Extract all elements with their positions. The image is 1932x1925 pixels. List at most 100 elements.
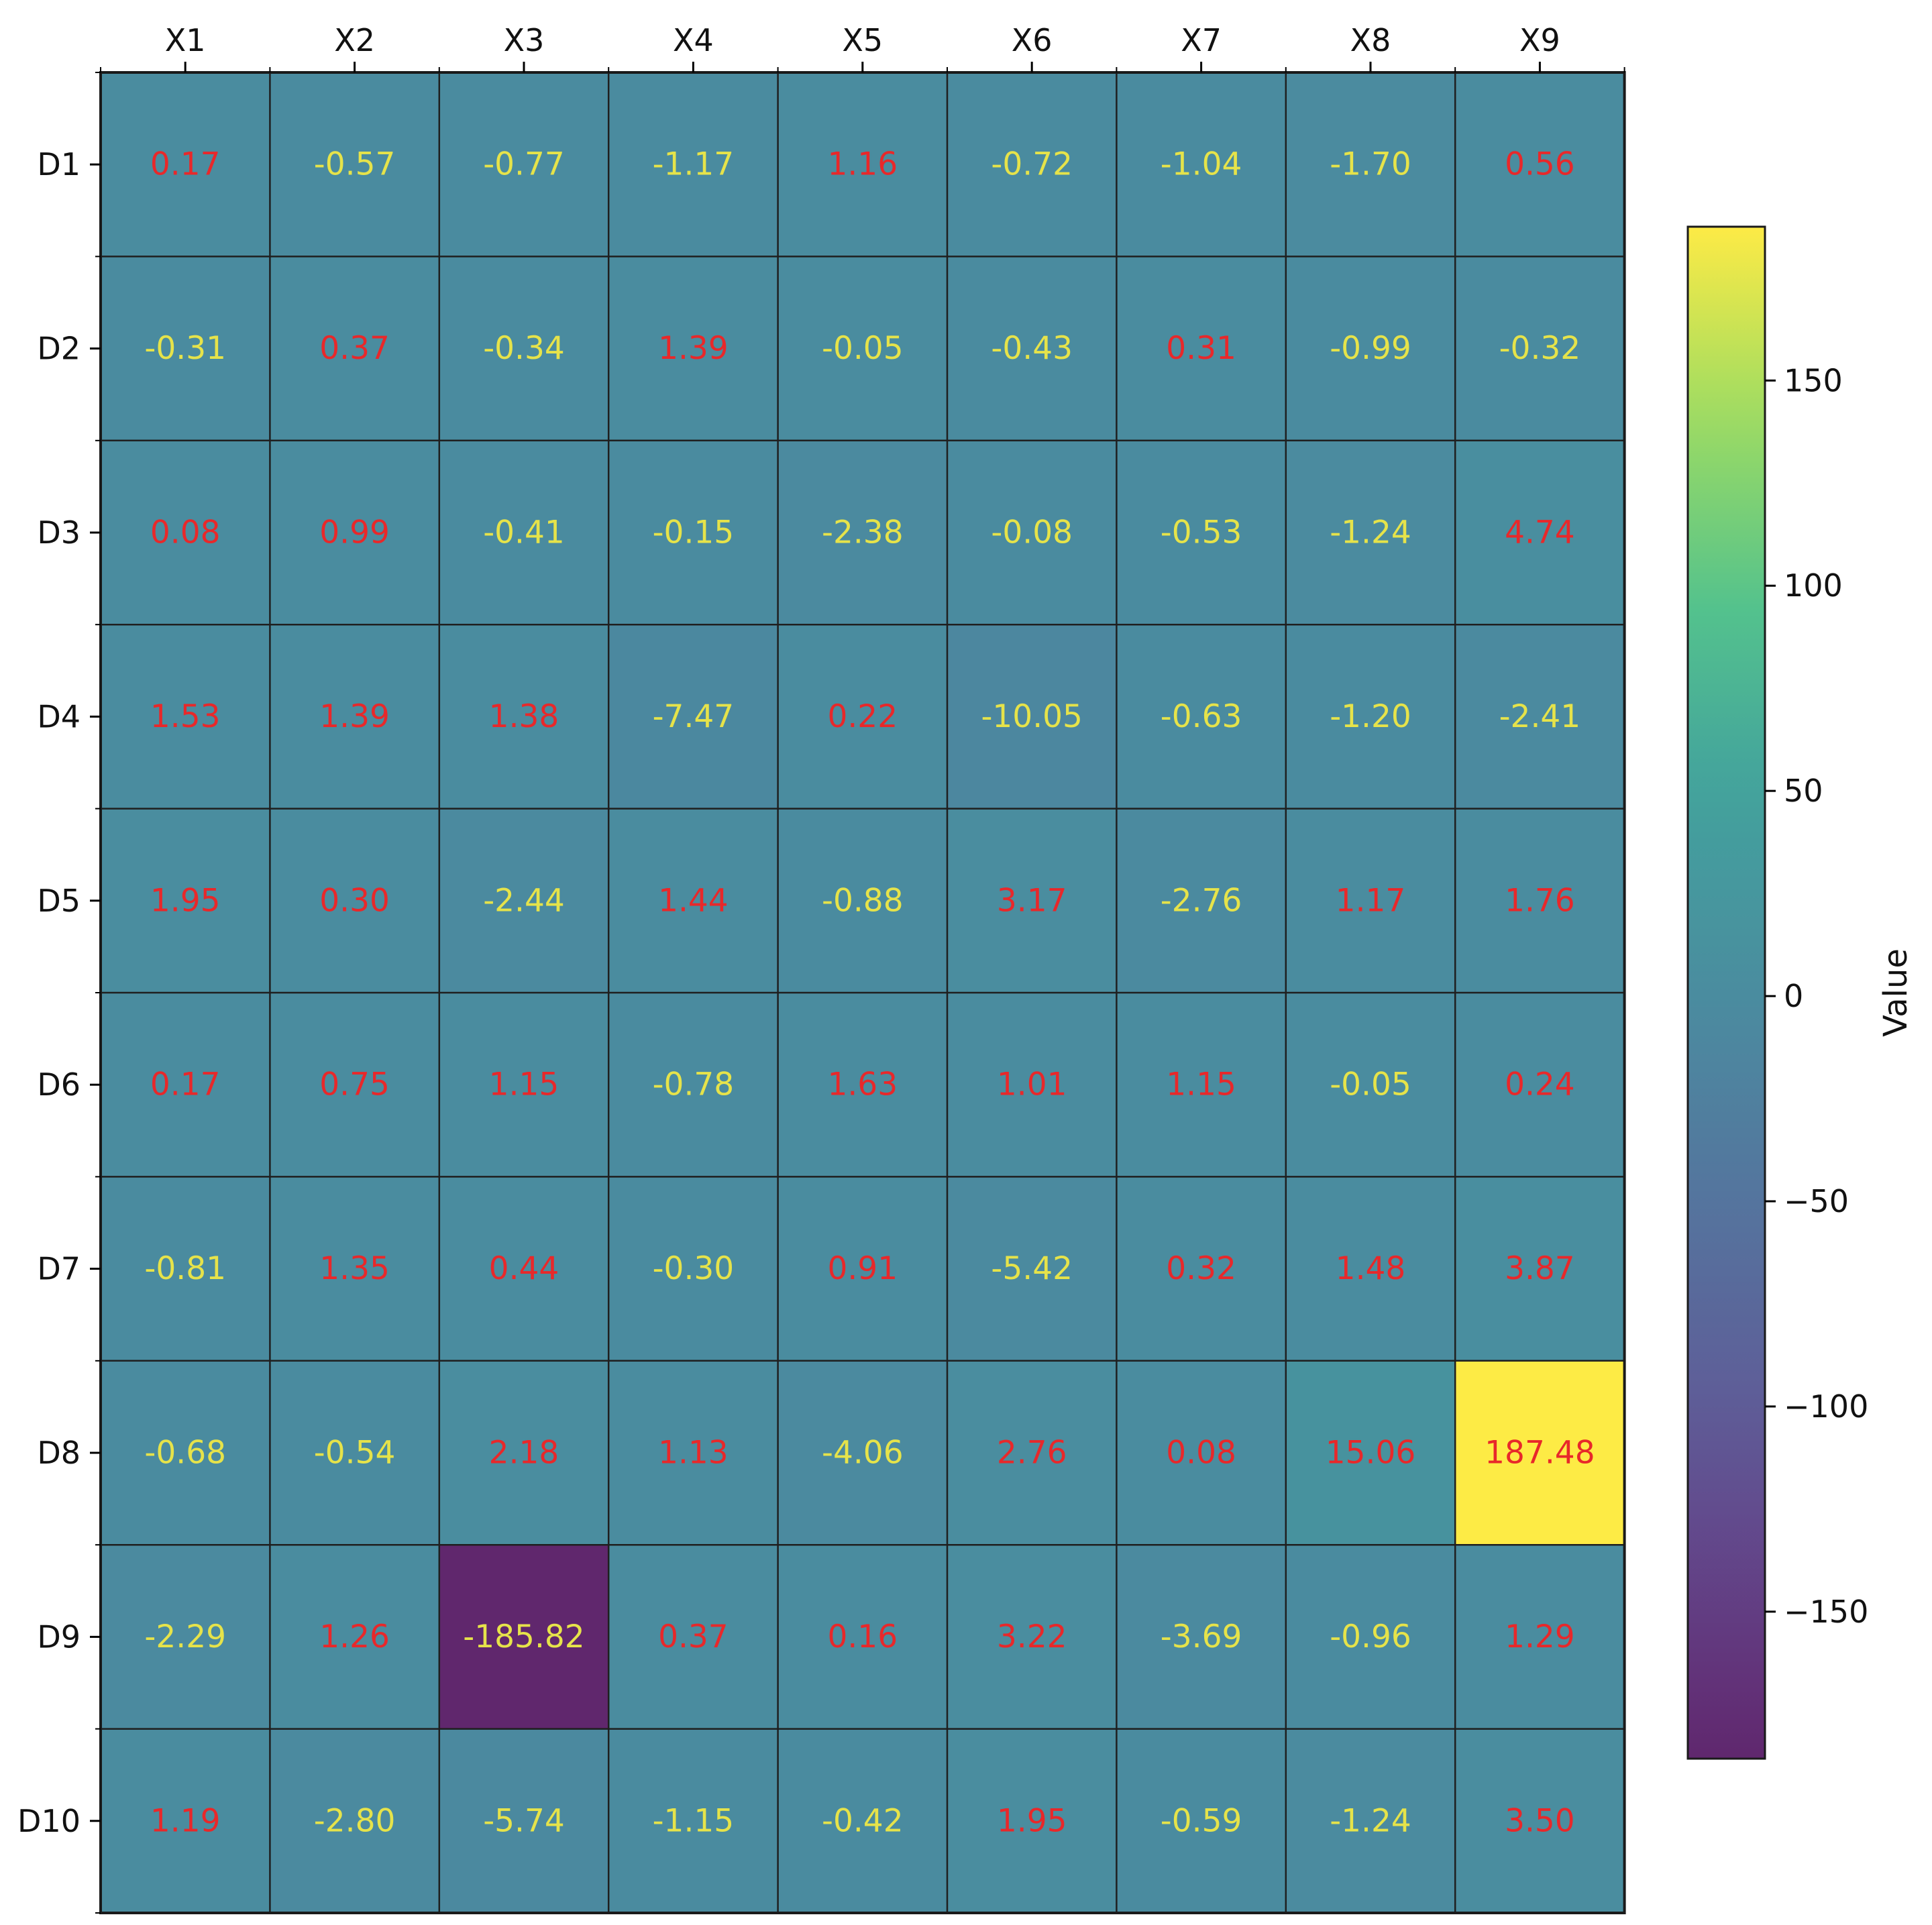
cell-value-label: -0.77 [483, 146, 565, 183]
cell-value-label: -0.68 [144, 1435, 226, 1472]
heatmap-cell [439, 72, 609, 257]
cell-value-label: 0.37 [658, 1618, 729, 1655]
heatmap-cell [777, 993, 947, 1177]
heatmap-cell [777, 72, 947, 257]
heatmap-cell [101, 808, 270, 993]
cell-value-label: -0.96 [1330, 1618, 1411, 1655]
cell-value-label: 1.38 [489, 698, 559, 735]
cell-value-label: 187.48 [1485, 1435, 1595, 1472]
cell-value-label: 1.76 [1505, 882, 1575, 919]
cell-value-label: -2.29 [144, 1618, 226, 1655]
cell-value-label: -2.38 [822, 514, 904, 551]
cell-value-label: 1.29 [1505, 1618, 1575, 1655]
cell-value-label: 1.53 [150, 698, 221, 735]
cell-value-label: 1.63 [827, 1066, 898, 1103]
heatmap-cell [1285, 1176, 1456, 1361]
heatmap-cell [101, 256, 270, 441]
heatmap-cell [101, 1176, 270, 1361]
heatmap-cell [1455, 1176, 1625, 1361]
cell-value-label: 1.39 [319, 698, 390, 735]
heatmap-cell [608, 72, 778, 257]
cell-value-label: 4.74 [1505, 514, 1575, 551]
y-tick-label: D7 [37, 1251, 80, 1287]
cell-value-label: -0.53 [1161, 514, 1242, 551]
cell-value-label: 0.44 [489, 1250, 559, 1287]
heatmap-cell [608, 624, 778, 809]
heatmap-cell [270, 993, 439, 1177]
cell-value-label: 1.95 [997, 1802, 1067, 1839]
x-tick-label: X2 [334, 22, 375, 58]
cell-value-label: -0.54 [314, 1435, 396, 1472]
heatmap-cell [270, 1176, 439, 1361]
cell-value-label: 0.99 [319, 514, 390, 551]
heatmap-cell [270, 1728, 439, 1913]
heatmap-cells [101, 72, 1625, 1913]
colorbar-tick-label: −100 [1784, 1388, 1868, 1425]
cell-value-label: -0.30 [653, 1250, 735, 1287]
cell-value-label: 1.15 [489, 1066, 559, 1103]
y-tick-label: D9 [37, 1618, 80, 1655]
cell-value-label: -1.04 [1161, 146, 1242, 183]
heatmap-cell [101, 993, 270, 1177]
cell-value-label: 1.39 [658, 330, 729, 367]
x-tick-label: X9 [1519, 22, 1560, 58]
heatmap-cell [1285, 256, 1456, 441]
cell-value-label: -2.44 [483, 882, 565, 919]
heatmap-cell [608, 1545, 778, 1729]
heatmap-cell [1285, 1545, 1456, 1729]
cell-value-label: -0.31 [144, 330, 226, 367]
heatmap-cell [1455, 256, 1625, 441]
cell-value-label: 15.06 [1326, 1435, 1416, 1472]
y-tick-label: D10 [17, 1803, 80, 1839]
cell-value-label: -1.17 [653, 146, 735, 183]
cell-value-label: -0.41 [483, 514, 565, 551]
heatmap-cell [608, 808, 778, 993]
heatmap-cell [947, 72, 1117, 257]
cell-value-label: -7.47 [653, 698, 735, 735]
cell-value-label: -185.82 [463, 1618, 584, 1655]
heatmap-cell [439, 624, 609, 809]
x-tick-label: X8 [1350, 22, 1391, 58]
cell-value-label: -0.43 [991, 330, 1073, 367]
heatmap-cell [439, 1360, 609, 1545]
heatmap-cell [439, 256, 609, 441]
heatmap-cell [1455, 1545, 1625, 1729]
cell-value-label: -2.76 [1161, 882, 1242, 919]
cell-value-label: -0.42 [822, 1802, 904, 1839]
cell-value-label: 0.56 [1505, 146, 1575, 183]
cell-value-label: 1.26 [319, 1618, 390, 1655]
cell-value-label: 0.32 [1166, 1250, 1236, 1287]
heatmap-cell [1116, 72, 1286, 257]
heatmap-cell [101, 440, 270, 625]
colorbar-tick-label: −50 [1784, 1183, 1849, 1219]
heatmap-cell [1455, 993, 1625, 1177]
colorbar-tick-label: 150 [1784, 362, 1843, 398]
heatmap-cell [1116, 1728, 1286, 1913]
heatmap-cell [947, 624, 1117, 809]
cell-value-label: -0.34 [483, 330, 565, 367]
cell-value-label: -4.06 [822, 1435, 904, 1472]
heatmap-cell [1285, 808, 1456, 993]
heatmap-cell [101, 72, 270, 257]
x-tick-label: X7 [1181, 22, 1222, 58]
cell-value-label: -3.69 [1161, 1618, 1242, 1655]
cell-value-label: 1.16 [827, 146, 898, 183]
heatmap-cell [270, 808, 439, 993]
heatmap-cell [270, 72, 439, 257]
x-tick-label: X6 [1012, 22, 1053, 58]
heatmap-cell [608, 440, 778, 625]
colorbar-fill [1688, 227, 1765, 1759]
heatmap-cell [608, 993, 778, 1177]
heatmap-cell [1116, 993, 1286, 1177]
heatmap-cell [1285, 1728, 1456, 1913]
heatmap-cell [1455, 1728, 1625, 1913]
heatmap-cell [1455, 808, 1625, 993]
cell-value-label: 3.22 [997, 1618, 1067, 1655]
cell-value-label: 0.31 [1166, 330, 1236, 367]
cell-value-label: -0.59 [1161, 1802, 1242, 1839]
y-tick-label: D1 [37, 146, 80, 182]
x-tick-label: X1 [165, 22, 206, 58]
heatmap-cell [270, 256, 439, 441]
cell-value-label: -10.05 [981, 698, 1083, 735]
heatmap-cell [439, 808, 609, 993]
